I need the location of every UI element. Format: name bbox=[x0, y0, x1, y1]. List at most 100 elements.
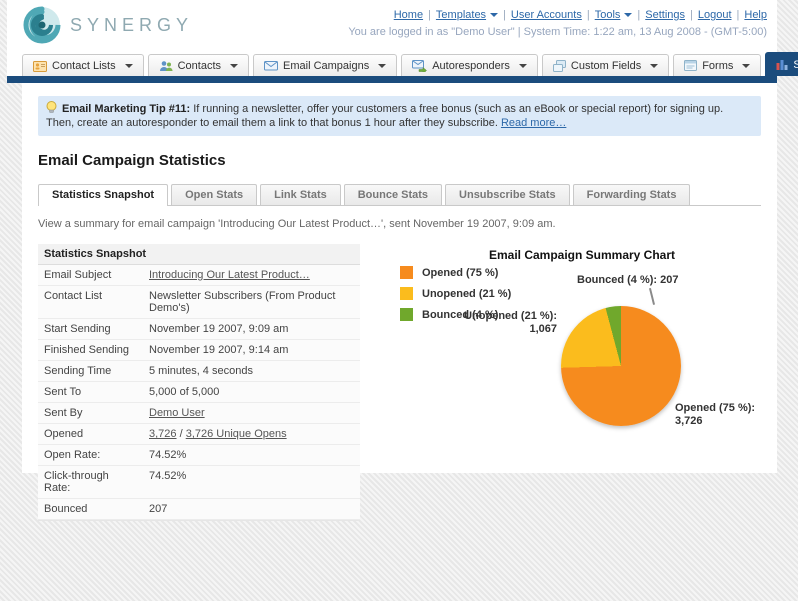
nav-tab-stats[interactable]: Stats bbox=[765, 52, 798, 76]
statistics-snapshot-table: Statistics Snapshot Email Subject Introd… bbox=[38, 244, 360, 521]
subtab-bounce-stats[interactable]: Bounce Stats bbox=[344, 184, 442, 205]
unopened-swatch-icon bbox=[400, 287, 413, 300]
table-row: Sending Time 5 minutes, 4 seconds bbox=[38, 361, 360, 382]
chevron-down-icon bbox=[378, 64, 386, 68]
table-row: Finished Sending November 19 2007, 9:14 … bbox=[38, 340, 360, 361]
nav-tab-email-campaigns[interactable]: Email Campaigns bbox=[253, 54, 397, 76]
subtab-forwarding-stats[interactable]: Forwarding Stats bbox=[573, 184, 691, 205]
row-value: 74.52% bbox=[143, 445, 192, 465]
nav-tab-autoresponders[interactable]: Autoresponders bbox=[401, 54, 538, 76]
row-value: November 19 2007, 9:09 am bbox=[143, 319, 294, 339]
annotation-unopened: Unopened (21 %): 1,067 bbox=[432, 310, 557, 336]
main-navigation: Contact Lists Contacts Email Campaigns A… bbox=[22, 52, 798, 76]
row-label: Bounced bbox=[38, 499, 143, 519]
row-value: 74.52% bbox=[143, 466, 192, 498]
link-home[interactable]: Home bbox=[394, 9, 423, 21]
nav-tab-label: Contacts bbox=[178, 60, 221, 72]
subtab-statistics-snapshot[interactable]: Statistics Snapshot bbox=[38, 184, 168, 206]
content-panel: Email Marketing Tip #11: If running a ne… bbox=[22, 83, 777, 473]
envelope-arrow-icon bbox=[412, 60, 427, 72]
email-campaign-summary-chart: Email Campaign Summary Chart Opened (75 … bbox=[392, 244, 772, 479]
nav-tab-label: Contact Lists bbox=[52, 60, 116, 72]
sent-by-link[interactable]: Demo User bbox=[149, 407, 205, 419]
subtab-unsubscribe-stats[interactable]: Unsubscribe Stats bbox=[445, 184, 570, 205]
row-value: November 19 2007, 9:14 am bbox=[143, 340, 294, 360]
tip-read-more-link[interactable]: Read more… bbox=[501, 117, 566, 129]
link-logout[interactable]: Logout bbox=[698, 9, 732, 21]
bounced-leader-line bbox=[649, 288, 655, 305]
table-row: Sent By Demo User bbox=[38, 403, 360, 424]
utility-links: Home|Templates|User Accounts|Tools|Setti… bbox=[394, 9, 767, 21]
envelope-icon bbox=[264, 60, 278, 71]
nav-tab-forms[interactable]: Forms bbox=[673, 54, 761, 76]
legend-label: Opened (75 %) bbox=[422, 267, 498, 279]
row-value: Newsletter Subscribers (From Product Dem… bbox=[143, 286, 360, 318]
legend-item-opened: Opened (75 %) bbox=[400, 266, 511, 279]
row-label: Finished Sending bbox=[38, 340, 143, 360]
legend-item-unopened: Unopened (21 %) bbox=[400, 287, 511, 300]
page-title: Email Campaign Statistics bbox=[38, 152, 761, 169]
nav-tab-label: Forms bbox=[702, 60, 733, 72]
chevron-down-icon bbox=[125, 64, 133, 68]
row-label: Sending Time bbox=[38, 361, 143, 381]
row-label: Start Sending bbox=[38, 319, 143, 339]
table-row: Contact List Newsletter Subscribers (Fro… bbox=[38, 286, 360, 319]
annotation-bounced: Bounced (4 %): 207 bbox=[577, 274, 678, 287]
row-value: 207 bbox=[143, 499, 173, 519]
opened-separator: / bbox=[177, 428, 186, 440]
link-tools[interactable]: Tools bbox=[595, 9, 621, 21]
row-label: Email Subject bbox=[38, 265, 143, 285]
nav-tab-label: Custom Fields bbox=[571, 60, 641, 72]
link-help[interactable]: Help bbox=[744, 9, 767, 21]
row-label: Contact List bbox=[38, 286, 143, 318]
nav-tab-custom-fields[interactable]: Custom Fields bbox=[542, 54, 669, 76]
pie bbox=[561, 306, 681, 426]
nav-tab-label: Email Campaigns bbox=[283, 60, 369, 72]
table-row: Open Rate: 74.52% bbox=[38, 445, 360, 466]
chevron-down-icon bbox=[230, 64, 238, 68]
tip-banner: Email Marketing Tip #11: If running a ne… bbox=[38, 96, 761, 136]
bar-chart-icon bbox=[776, 59, 788, 70]
brand-name: SYNERGY bbox=[70, 15, 193, 36]
subtab-open-stats[interactable]: Open Stats bbox=[171, 184, 257, 205]
chevron-down-icon bbox=[624, 13, 632, 17]
lightbulb-icon bbox=[46, 101, 57, 114]
nav-tab-contacts[interactable]: Contacts bbox=[148, 54, 249, 76]
unique-opens-link[interactable]: 3,726 Unique Opens bbox=[186, 428, 287, 440]
table-row: Start Sending November 19 2007, 9:09 am bbox=[38, 319, 360, 340]
row-label: Sent To bbox=[38, 382, 143, 402]
table-row: Click-through Rate: 74.52% bbox=[38, 466, 360, 499]
link-settings[interactable]: Settings bbox=[645, 9, 685, 21]
logged-in-status: You are logged in as "Demo User" | Syste… bbox=[348, 26, 767, 38]
annotation-opened: Opened (75 %): 3,726 bbox=[675, 402, 755, 428]
link-user-accounts[interactable]: User Accounts bbox=[511, 9, 582, 21]
chevron-down-icon bbox=[490, 13, 498, 17]
link-templates[interactable]: Templates bbox=[436, 9, 486, 21]
row-label: Click-through Rate: bbox=[38, 466, 143, 498]
nav-divider-bar bbox=[7, 76, 777, 83]
legend-label: Unopened (21 %) bbox=[422, 288, 511, 300]
brand-logo[interactable]: SYNERGY bbox=[22, 5, 193, 45]
app-header: SYNERGY Home|Templates|User Accounts|Too… bbox=[7, 0, 777, 76]
table-header: Statistics Snapshot bbox=[38, 244, 360, 265]
chart-title: Email Campaign Summary Chart bbox=[392, 248, 772, 262]
tip-title: Email Marketing Tip #11: bbox=[62, 103, 190, 115]
table-row: Sent To 5,000 of 5,000 bbox=[38, 382, 360, 403]
email-subject-link[interactable]: Introducing Our Latest Product… bbox=[149, 269, 310, 281]
opened-count-link[interactable]: 3,726 bbox=[149, 428, 177, 440]
row-label: Sent By bbox=[38, 403, 143, 423]
chevron-down-icon bbox=[519, 64, 527, 68]
people-icon bbox=[159, 60, 173, 72]
stacked-pages-icon bbox=[553, 60, 566, 72]
stats-subtabs: Statistics Snapshot Open Stats Link Stat… bbox=[38, 183, 761, 206]
row-label: Opened bbox=[38, 424, 143, 444]
nav-tab-contact-lists[interactable]: Contact Lists bbox=[22, 54, 144, 76]
table-row: Bounced 207 bbox=[38, 499, 360, 520]
row-value: 5 minutes, 4 seconds bbox=[143, 361, 259, 381]
subtab-link-stats[interactable]: Link Stats bbox=[260, 184, 341, 205]
table-row: Email Subject Introducing Our Latest Pro… bbox=[38, 265, 360, 286]
nav-tab-label: Stats bbox=[793, 59, 798, 71]
form-window-icon bbox=[684, 60, 697, 71]
opened-swatch-icon bbox=[400, 266, 413, 279]
bounced-swatch-icon bbox=[400, 308, 413, 321]
